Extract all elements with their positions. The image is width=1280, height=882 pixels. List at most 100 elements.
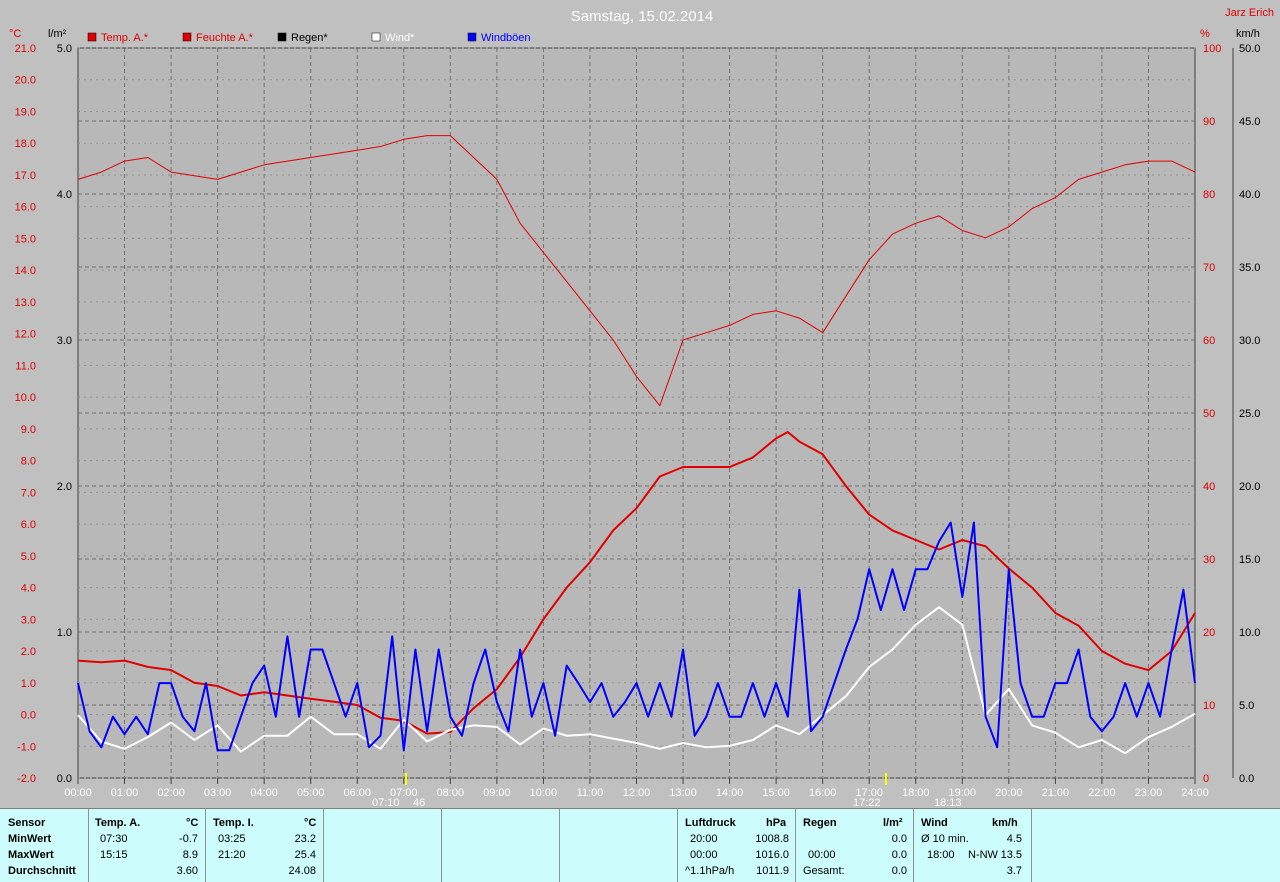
temp-a-max-value: 8.9 [182,849,198,861]
pressure-max-value: 1016.0 [755,849,789,861]
time-tick-label: 12:00 [623,787,651,799]
rain-tick-label: 0.0 [57,773,72,785]
wind-tick-label: 15.0 [1239,554,1260,566]
pressure-avg-value: 1011.9 [756,865,789,877]
row-label-min: MinWert [8,833,52,845]
rain-tick-label: 3.0 [57,335,72,347]
humidity-tick-label: 0 [1203,773,1209,785]
time-tick-label: 17:00 [855,787,883,799]
divider [323,809,324,882]
sunrise-time: 07:10 [372,797,400,808]
time-tick-label: 05:00 [297,787,325,799]
temp-i-max-time: 21:20 [218,849,246,861]
humidity-tick-label: 70 [1203,262,1215,274]
wind-tick-label: 30.0 [1239,335,1260,347]
rain-axis-unit: l/m² [48,28,67,40]
legend-label: Feuchte A.* [196,32,254,44]
wind-tick-label: 45.0 [1239,116,1260,128]
pressure-unit: hPa [766,817,787,829]
humidity-tick-label: 20 [1203,627,1215,639]
wind-tick-label: 35.0 [1239,262,1260,274]
legend-swatch [277,32,287,42]
rain-tick-label: 2.0 [57,481,72,493]
legend-swatch [182,32,192,42]
time-tick-label: 06:00 [343,787,371,799]
time-tick-label: 00:00 [64,787,92,799]
humidity-tick-label: 10 [1203,700,1215,712]
divider [88,809,89,882]
rain-max-value: 0.0 [891,849,907,861]
temp-tick-label: 0.0 [21,710,36,722]
wind-axis: 0.0 5.0 10.0 15.0 20.0 25.0 30.0 35.0 40.0 45.0 50… [1232,43,1260,785]
humidity-tick-label: 80 [1203,189,1215,201]
pressure-header: Luftdruck [685,817,736,829]
humidity-axis: 0 10 20 30 40 50 60 70 80 90 100 [1203,43,1221,785]
time-tick-label: 07:00 [390,787,418,799]
temp-a-min-value: -0.7 [179,833,198,845]
divider [913,809,914,882]
legend-swatch [371,32,381,42]
divider [677,809,678,882]
temp-i-unit: °C [304,817,317,829]
temp-a-min-time: 07:30 [100,833,128,845]
temp-tick-label: 11.0 [15,360,36,372]
sunrise-time-2: 46 [413,797,425,808]
divider [1031,809,1032,882]
temp-tick-label: 2.0 [21,646,36,658]
divider [441,809,442,882]
time-tick-label: 08:00 [437,787,465,799]
divider [559,809,560,882]
sunset-time: 17:22 [853,797,881,808]
time-tick-label: 23:00 [1135,787,1163,799]
divider [795,809,796,882]
rain-total-label: Gesamt: [803,865,845,877]
series-group [77,135,1196,755]
rain-tick-label: 4.0 [57,189,72,201]
temp-tick-label: 1.0 [21,678,36,690]
temp-a-max-time: 15:15 [100,849,128,861]
sensor-header: Sensor [8,817,46,829]
temp-tick-label: 6.0 [21,519,36,531]
time-tick-label: 22:00 [1088,787,1116,799]
time-tick-label: 02:00 [157,787,185,799]
temp-axis-unit: °C [9,28,21,40]
time-tick-label: 09:00 [483,787,511,799]
time-tick-label: 04:00 [250,787,278,799]
temp-i-min-value: 23.2 [294,833,316,845]
temp-tick-label: 3.0 [21,614,36,626]
wind-tick-label: 25.0 [1239,408,1260,420]
time-tick-label: 16:00 [809,787,837,799]
time-tick-label: 21:00 [1042,787,1070,799]
pressure-trend: ^1.1hPa/h [685,865,735,877]
wind-avg10-value: 4.5 [1006,833,1022,845]
statistics-table: Sensor MinWert MaxWert Durchschnitt Temp… [0,808,1280,882]
series-line-wind [77,606,1196,755]
legend-label: Wind* [385,32,415,44]
temp-a-header: Temp. A. [95,817,141,829]
rain-header: Regen [803,817,837,829]
rain-axis: 0.0 1.0 2.0 3.0 4.0 5.0 [57,43,72,785]
weather-chart: Samstag, 15.02.2014 Jarz Erich °C l/m² %… [9,7,1274,808]
wind-tick-label: 20.0 [1239,481,1260,493]
rain-tick-label: 1.0 [57,627,72,639]
time-tick-label: 03:00 [204,787,232,799]
row-label-avg: Durchschnitt [8,865,76,877]
pressure-max-time: 00:00 [690,849,718,861]
series-line-windb-en [77,521,1196,752]
wind-avg-value: 3.7 [1006,865,1022,877]
legend-label: Regen* [291,32,328,44]
wind-tick-label: 0.0 [1239,773,1254,785]
temp-a-unit: °C [186,817,199,829]
legend-label: Temp. A.* [101,32,149,44]
temp-tick-label: 20.0 [15,75,36,87]
series-line-temp-a [77,431,1196,735]
humidity-tick-label: 30 [1203,554,1215,566]
humidity-tick-label: 60 [1203,335,1215,347]
legend-swatch [87,32,97,42]
wind-avg10-label: Ø 10 min. [921,833,969,845]
wind-max-value: 13.5 [1000,849,1022,861]
wind-tick-label: 50.0 [1239,43,1260,55]
wind-tick-label: 40.0 [1239,189,1260,201]
temp-tick-label: -2.0 [17,773,36,785]
humidity-tick-label: 50 [1203,408,1215,420]
